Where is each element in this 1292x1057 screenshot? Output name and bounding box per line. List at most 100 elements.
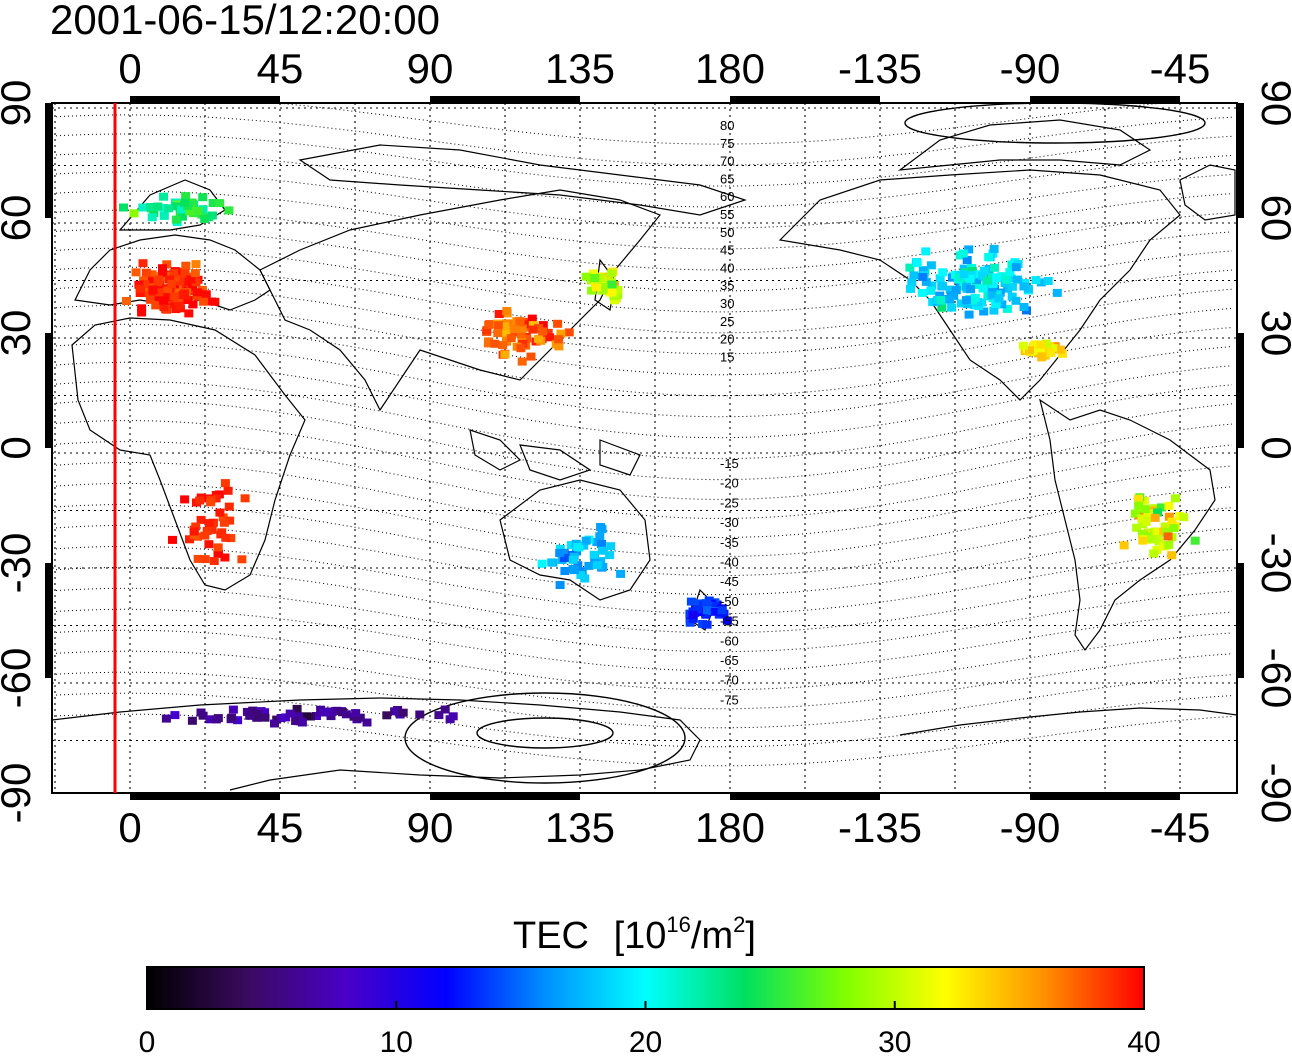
tec-cell — [1036, 340, 1046, 349]
tec-cell — [909, 271, 919, 280]
tec-cell — [570, 566, 579, 575]
left-axis-bar — [45, 103, 52, 218]
tec-cell — [554, 335, 564, 344]
tec-cell — [415, 710, 425, 719]
tec-cell — [185, 535, 194, 544]
contour-line — [52, 114, 1233, 166]
contour-label: 75 — [720, 136, 734, 151]
tec-cell — [912, 259, 922, 268]
tec-cell — [956, 299, 966, 308]
tec-cell — [151, 301, 161, 310]
bottom-lon-label: 0 — [118, 804, 141, 851]
tec-cell — [198, 205, 208, 214]
tec-cell — [938, 281, 947, 290]
tec-cell — [1055, 345, 1065, 354]
tec-cell — [574, 543, 584, 552]
tec-cell — [576, 571, 586, 580]
tec-cell — [1150, 513, 1160, 522]
tec-cell — [994, 294, 1004, 303]
tec-cell — [997, 300, 1007, 309]
contour-line — [52, 692, 1233, 748]
tec-cell — [201, 290, 211, 299]
contour-label: 65 — [720, 171, 734, 186]
contour-label: 45 — [720, 243, 734, 258]
top-lon-label: 180 — [695, 45, 765, 92]
right-lat-label: -30 — [1253, 533, 1292, 594]
tec-cell — [204, 540, 214, 549]
tec-cell — [1019, 282, 1029, 291]
contour-label: 40 — [720, 260, 734, 275]
contour-line — [52, 441, 1233, 519]
tec-cell — [260, 713, 270, 722]
tec-cell — [129, 209, 139, 218]
tec-cell — [517, 357, 527, 366]
tec-cell — [190, 269, 200, 278]
tec-cell — [968, 296, 978, 305]
colorbar-tick-label: 30 — [878, 1026, 911, 1057]
tec-cell — [219, 518, 229, 527]
tec-cell — [1144, 509, 1154, 518]
tec-cell — [1133, 494, 1143, 503]
tec-cell — [195, 496, 205, 505]
contour-label: 20 — [720, 332, 734, 347]
tec-cell — [921, 277, 931, 286]
tec-cell — [597, 546, 607, 555]
tec-cell — [146, 295, 156, 304]
right-axis-bar — [1237, 103, 1244, 218]
tec-cell — [918, 266, 928, 275]
tec-cell — [555, 549, 565, 557]
tec-cell — [1005, 268, 1015, 277]
tec-cell — [592, 283, 601, 292]
tec-cell — [947, 303, 957, 312]
tec-cell — [590, 274, 600, 282]
tec-cell — [204, 519, 214, 528]
tec-cell — [1119, 541, 1129, 550]
tec-cell — [141, 268, 151, 277]
tec-cell — [979, 307, 989, 316]
tec-cell — [579, 541, 589, 550]
top-lon-label: 45 — [257, 45, 304, 92]
tec-cell — [398, 708, 408, 717]
tec-cell — [220, 479, 230, 488]
tec-cell — [533, 334, 543, 343]
contour-label: -65 — [720, 653, 739, 668]
tec-cell — [191, 278, 201, 287]
tec-cell — [962, 296, 971, 305]
contour-label: -25 — [720, 495, 739, 510]
tec-cell — [200, 555, 210, 564]
contour-label: -40 — [720, 555, 739, 570]
tec-cell — [537, 559, 547, 568]
contour-line — [52, 380, 1233, 460]
tec-cell — [137, 308, 147, 317]
tec-cell — [145, 291, 155, 300]
tec-cell — [227, 713, 237, 722]
tec-cell — [607, 288, 617, 297]
tec-cell — [390, 707, 400, 716]
contour-label: -60 — [720, 633, 739, 648]
tec-cell — [159, 203, 169, 212]
tec-cell — [200, 215, 210, 224]
contour-label: 70 — [720, 154, 734, 169]
tec-cell — [202, 527, 212, 535]
tec-cell — [237, 555, 247, 564]
left-axis-bar — [45, 563, 52, 678]
tec-cell — [1047, 344, 1057, 353]
tec-cell — [148, 286, 158, 295]
tec-cell — [292, 704, 302, 713]
tec-cell — [592, 538, 602, 547]
tec-cell — [207, 297, 217, 306]
tec-cell — [1030, 347, 1040, 356]
tec-cell — [1140, 505, 1150, 514]
contour-line — [52, 671, 1233, 729]
contour-line — [52, 420, 1233, 500]
tec-cell — [1046, 348, 1056, 357]
tec-cell — [498, 341, 508, 350]
tec-cell — [499, 322, 509, 331]
tec-cell — [688, 611, 698, 619]
tec-cell — [490, 339, 500, 348]
tec-cell — [983, 276, 992, 285]
tec-cell — [355, 713, 365, 722]
tec-cell — [613, 286, 623, 294]
tec-cell — [702, 606, 712, 615]
left-lat-label: -90 — [0, 763, 39, 824]
